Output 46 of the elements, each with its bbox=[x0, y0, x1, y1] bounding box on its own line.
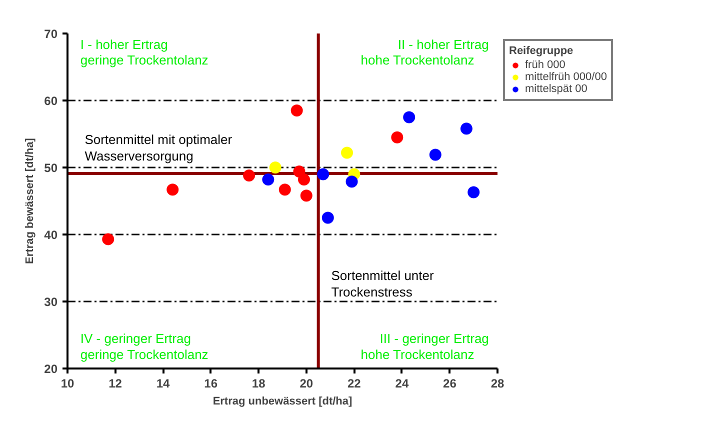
y-tick-label: 70 bbox=[44, 27, 58, 41]
x-tick-label: 20 bbox=[300, 376, 314, 390]
legend-label: früh 000 bbox=[525, 59, 566, 71]
x-tick-label: 14 bbox=[156, 376, 170, 390]
annotation: IV - geringer Ertrag geringe Trockentolanz bbox=[80, 331, 208, 362]
point bbox=[403, 111, 416, 124]
point bbox=[262, 174, 274, 186]
legend-label: mittelspät 00 bbox=[525, 83, 588, 95]
x-tick-label: 22 bbox=[347, 376, 362, 390]
point bbox=[346, 176, 358, 188]
point bbox=[429, 148, 442, 161]
y-tick-label: 60 bbox=[44, 94, 58, 108]
y-tick-label: 30 bbox=[44, 295, 58, 309]
point bbox=[269, 162, 282, 174]
legend-title: Reifegruppe bbox=[509, 45, 574, 57]
point bbox=[243, 170, 256, 182]
point bbox=[322, 212, 334, 224]
point bbox=[391, 131, 404, 144]
x-tick-label: 16 bbox=[204, 376, 218, 390]
x-tick-label: 24 bbox=[395, 376, 409, 390]
y-tick-label: 50 bbox=[44, 161, 58, 175]
x-tick-label: 26 bbox=[443, 376, 457, 390]
x-tick-label: 28 bbox=[490, 376, 504, 390]
point bbox=[278, 184, 291, 196]
x-tick-label: 10 bbox=[60, 376, 74, 390]
x-tick-label: 18 bbox=[252, 376, 266, 390]
point bbox=[468, 186, 480, 198]
annotation: II - hoher Ertrag hohe Trockentolanz bbox=[360, 36, 489, 68]
annotation: III - geringer Ertrag hohe Trockentolanz bbox=[360, 331, 489, 362]
point bbox=[166, 184, 179, 196]
y-axis-title: Ertrag bewässert [dt/ha] bbox=[24, 138, 36, 264]
ref-line-label: Sortenmittel mit optimaler Wasserversorgung bbox=[84, 132, 233, 164]
point bbox=[460, 122, 472, 135]
point bbox=[290, 104, 303, 117]
ref-line-label: Sortenmittel unter Trockenstress bbox=[331, 268, 435, 300]
point bbox=[317, 168, 330, 180]
point bbox=[102, 233, 114, 246]
point bbox=[300, 190, 312, 202]
annotation: I - hoher Ertrag geringe Trockentolanz bbox=[80, 36, 208, 68]
point bbox=[298, 174, 310, 186]
y-tick-label: 20 bbox=[44, 362, 58, 376]
x-tick-label: 12 bbox=[108, 376, 122, 390]
x-axis-title: Ertrag unbewässert [dt/ha] bbox=[212, 396, 353, 408]
y-tick-label: 40 bbox=[44, 228, 58, 242]
point bbox=[341, 146, 353, 159]
legend-label: mittelfrüh 000/00 bbox=[525, 71, 607, 83]
